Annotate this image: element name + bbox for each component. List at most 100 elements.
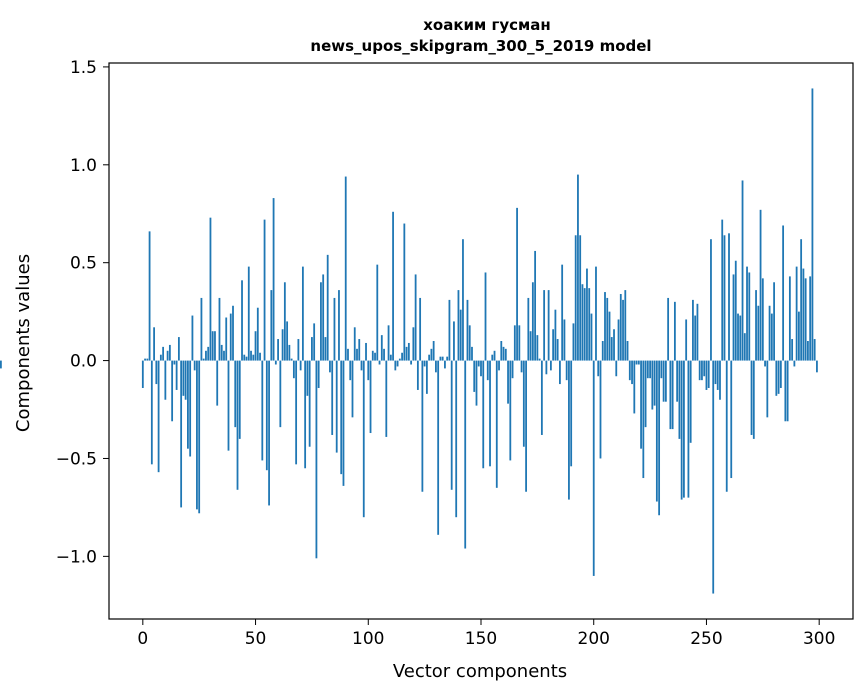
bar-56: [268, 360, 270, 506]
bar-238: [678, 360, 681, 439]
bar-96: [358, 339, 361, 361]
bar-214: [624, 290, 627, 361]
bar-259: [725, 360, 728, 492]
bar-69: [297, 339, 300, 361]
bar-125: [423, 360, 426, 367]
bar-191: [572, 323, 575, 361]
bar-62: [281, 329, 284, 361]
bar-277: [766, 360, 769, 418]
bar-74: [308, 360, 311, 447]
bar-177: [540, 360, 543, 435]
bar-66: [290, 358, 293, 361]
x-tick-label: 50: [245, 629, 267, 649]
bar-172: [529, 331, 532, 361]
bars-group: [0, 88, 818, 594]
bar-68: [295, 360, 298, 465]
bar-200: [592, 360, 595, 576]
bar-195: [581, 284, 584, 361]
bar-282: [777, 360, 780, 394]
bar-258: [723, 235, 726, 361]
bar-111: [392, 211, 394, 361]
bar-130: [435, 360, 437, 373]
bar-242: [687, 360, 690, 498]
bar-114: [398, 358, 401, 361]
bar-82: [326, 254, 329, 361]
bar-98: [362, 360, 365, 518]
bar-255: [716, 360, 719, 390]
bar-128: [430, 348, 433, 361]
bar-45: [243, 354, 246, 361]
bar-204: [601, 341, 604, 361]
bar-47: [247, 266, 250, 361]
bar-60: [277, 339, 279, 361]
bar-24: [196, 360, 198, 510]
bar-288: [791, 339, 794, 361]
bar-139: [455, 360, 458, 518]
bar-126: [425, 360, 428, 394]
bar-293: [802, 268, 805, 361]
bar-248: [701, 360, 703, 381]
bar-138: [453, 321, 455, 361]
bar-22: [191, 315, 194, 361]
bar-85: [333, 297, 336, 361]
bar-278: [768, 305, 771, 361]
bar-120: [412, 327, 415, 361]
bar-253: [712, 360, 715, 594]
bar-192: [574, 235, 577, 361]
bar-35: [220, 344, 223, 361]
bar-57: [270, 290, 273, 361]
bar-84: [331, 360, 334, 435]
bar-206: [606, 297, 609, 361]
bar-30: [209, 217, 212, 361]
bar-287: [788, 276, 791, 361]
bar-100: [367, 360, 370, 381]
bar-279: [770, 313, 773, 361]
bar-15: [175, 360, 178, 390]
bar-122: [416, 360, 419, 390]
bar-155: [491, 354, 494, 361]
bar-228: [655, 360, 658, 502]
bar-79: [320, 282, 322, 361]
bar-247: [698, 360, 701, 381]
bar-27: [202, 358, 205, 361]
bar-61: [279, 360, 282, 428]
bar-101: [369, 360, 372, 434]
y-axis-label: Components values: [13, 254, 34, 432]
bar-268: [746, 266, 748, 361]
bar-115: [401, 352, 403, 361]
bar-102: [371, 350, 374, 361]
bar-4: [150, 360, 153, 465]
bar-290: [795, 266, 798, 361]
bar-216: [628, 360, 631, 381]
bar-55: [265, 360, 268, 471]
bar-54: [263, 219, 266, 361]
bar-232: [664, 360, 667, 402]
bar-134: [444, 360, 446, 369]
bar-123: [419, 297, 422, 361]
bar-51: [256, 307, 259, 361]
bar-299: [816, 360, 818, 373]
bar-267: [743, 333, 746, 361]
bar-52: [259, 352, 261, 361]
bar-7: [157, 360, 160, 473]
bar-99: [365, 342, 367, 361]
bar-168: [520, 360, 523, 373]
bar-157: [495, 360, 498, 488]
bar-266: [741, 180, 744, 361]
bar-87: [338, 290, 340, 361]
bar-208: [610, 337, 613, 361]
bar-289: [793, 360, 796, 367]
bar-167: [518, 325, 521, 361]
bar-185: [559, 360, 561, 385]
bar-158: [498, 360, 500, 371]
bar-119: [410, 360, 413, 365]
bar-243: [689, 360, 692, 443]
bar-220: [637, 360, 640, 365]
bar-146: [471, 346, 473, 361]
bar-89: [342, 360, 345, 486]
bar-149: [477, 360, 480, 367]
bar-205: [604, 292, 606, 361]
bar-212: [619, 294, 622, 361]
